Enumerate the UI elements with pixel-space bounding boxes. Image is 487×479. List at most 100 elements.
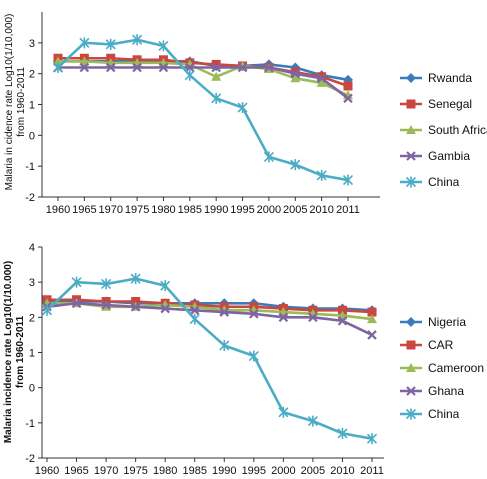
legend-item-south-africa: South Africa — [400, 123, 487, 137]
data-point-gambia — [264, 62, 274, 73]
legend-marker — [406, 317, 416, 327]
data-point-ghana — [337, 316, 348, 326]
data-point-gambia — [79, 62, 90, 73]
legend-marker — [406, 386, 416, 396]
x-tick-label: 1995 — [242, 465, 266, 477]
x-tick-label: 2000 — [257, 204, 281, 216]
data-point-gambia — [237, 62, 248, 73]
x-tick-label: 1990 — [204, 204, 228, 216]
x-tick-label: 1970 — [98, 204, 122, 216]
data-point-car — [367, 307, 377, 317]
series-line-gambia — [58, 66, 349, 100]
y-tick-label: 1 — [29, 100, 35, 112]
series-line-china — [46, 277, 373, 440]
data-point-ghana — [160, 303, 170, 314]
series-ghana — [42, 298, 377, 340]
legend-marker — [406, 340, 416, 350]
data-point-gambia — [105, 62, 116, 73]
data-point-china — [219, 339, 230, 351]
data-point-ghana — [308, 312, 318, 323]
data-point-china — [316, 169, 327, 181]
plot-area: -2 -1 0 1 2 3 1960 1965 1970 1975 1980 1985 1990 1995… — [25, 12, 380, 216]
series-line-cameroon — [47, 301, 373, 321]
series-gambia — [53, 62, 353, 104]
data-point-china — [189, 313, 200, 325]
y-axis-label-line1: Malaria incidence rate Log10(1/10.000) — [3, 261, 14, 443]
y-axis-label-line2: from 1960-2011 — [15, 315, 26, 388]
data-point-china — [79, 37, 90, 49]
x-tick-label: 1990 — [212, 465, 236, 477]
data-point-gambia — [158, 62, 169, 73]
data-point-gambia — [132, 62, 142, 73]
data-point-china — [160, 280, 171, 292]
data-point-china — [130, 273, 141, 285]
plot-area: -2 -1 0 1 2 3 4 1960 1965 1970 1975 1980 1985 1990 199… — [25, 242, 384, 477]
legend-marker — [405, 176, 417, 188]
legend-item-car: CAR — [400, 338, 454, 352]
chart-panel-bottom: -2 -1 0 1 2 3 4 1960 1965 1970 1975 1980 1985 1990 199… — [3, 242, 484, 477]
data-point-china — [211, 92, 222, 104]
data-point-china — [105, 38, 116, 50]
chart-panel-top: -2 -1 0 1 2 3 1960 1965 1970 1975 1980 1985 1990 1995… — [4, 12, 487, 216]
data-point-south-africa — [53, 56, 63, 66]
data-point-ghana — [219, 307, 230, 317]
legend-label: CAR — [428, 338, 454, 352]
data-point-ghana — [249, 309, 259, 319]
y-tick-label: -1 — [25, 161, 35, 173]
series-line-car — [47, 298, 373, 314]
y-axis-label-line2: from 1960-2011 — [16, 67, 27, 137]
legend-item-nigeria: Nigeria — [400, 315, 466, 329]
data-point-ghana — [101, 300, 111, 310]
data-point-china — [342, 174, 354, 186]
y-tick-label: 1 — [29, 348, 35, 360]
legend-marker — [406, 125, 416, 134]
x-tick-label: 1985 — [178, 204, 202, 216]
data-point-gambia — [185, 62, 195, 73]
y-tick-label: 2 — [29, 312, 35, 324]
axes: -2 -1 0 1 2 3 4 1960 1965 1970 1975 1980 1985 1990 199… — [25, 242, 384, 477]
x-tick-label: 2005 — [283, 204, 307, 216]
data-point-senegal — [343, 81, 353, 91]
data-point-car — [101, 297, 111, 307]
x-tick-label: 1985 — [182, 465, 206, 477]
legend-item-cameroon: Cameroon — [400, 361, 484, 375]
data-point-senegal — [211, 59, 221, 69]
data-point-car — [131, 297, 141, 307]
data-point-china — [237, 102, 248, 114]
x-tick-label: 1980 — [151, 204, 175, 216]
data-point-china — [290, 159, 301, 171]
data-point-ghana — [130, 302, 141, 312]
y-tick-label: 2 — [29, 69, 35, 81]
y-tick-label: 0 — [29, 130, 35, 142]
data-point-china — [101, 278, 112, 290]
data-point-china — [366, 433, 378, 445]
data-point-china — [52, 62, 64, 73]
legend-label: Rwanda — [428, 71, 472, 85]
y-tick-label: -1 — [25, 418, 35, 430]
data-point-china — [307, 415, 318, 427]
legend-marker — [406, 73, 416, 83]
data-point-south-africa — [290, 73, 301, 83]
series-china — [41, 273, 378, 445]
data-point-china — [158, 40, 169, 52]
axes: -2 -1 0 1 2 3 1960 1965 1970 1975 1980 1985 1990 1995… — [25, 12, 380, 216]
data-point-south-africa — [316, 77, 327, 87]
legend-item-gambia: Gambia — [400, 149, 470, 163]
legend-item-china: China — [400, 175, 460, 189]
legend-item-rwanda: Rwanda — [400, 71, 472, 85]
x-tick-label: 1975 — [123, 465, 147, 477]
x-tick-label: 1995 — [230, 204, 254, 216]
legend-label: China — [428, 175, 460, 189]
x-tick-label: 2011 — [360, 465, 384, 477]
data-point-china — [263, 151, 274, 163]
series-line-ghana — [46, 301, 373, 337]
x-tick-label: 1960 — [35, 465, 59, 477]
legend-marker — [406, 151, 416, 161]
data-point-china — [337, 427, 348, 439]
data-point-gambia — [290, 68, 301, 79]
legend: Rwanda Senegal South Africa Gambia China — [400, 71, 487, 189]
x-tick-label: 1965 — [64, 465, 88, 477]
legend-item-senegal: Senegal — [400, 97, 472, 111]
series-line-china — [57, 38, 349, 182]
